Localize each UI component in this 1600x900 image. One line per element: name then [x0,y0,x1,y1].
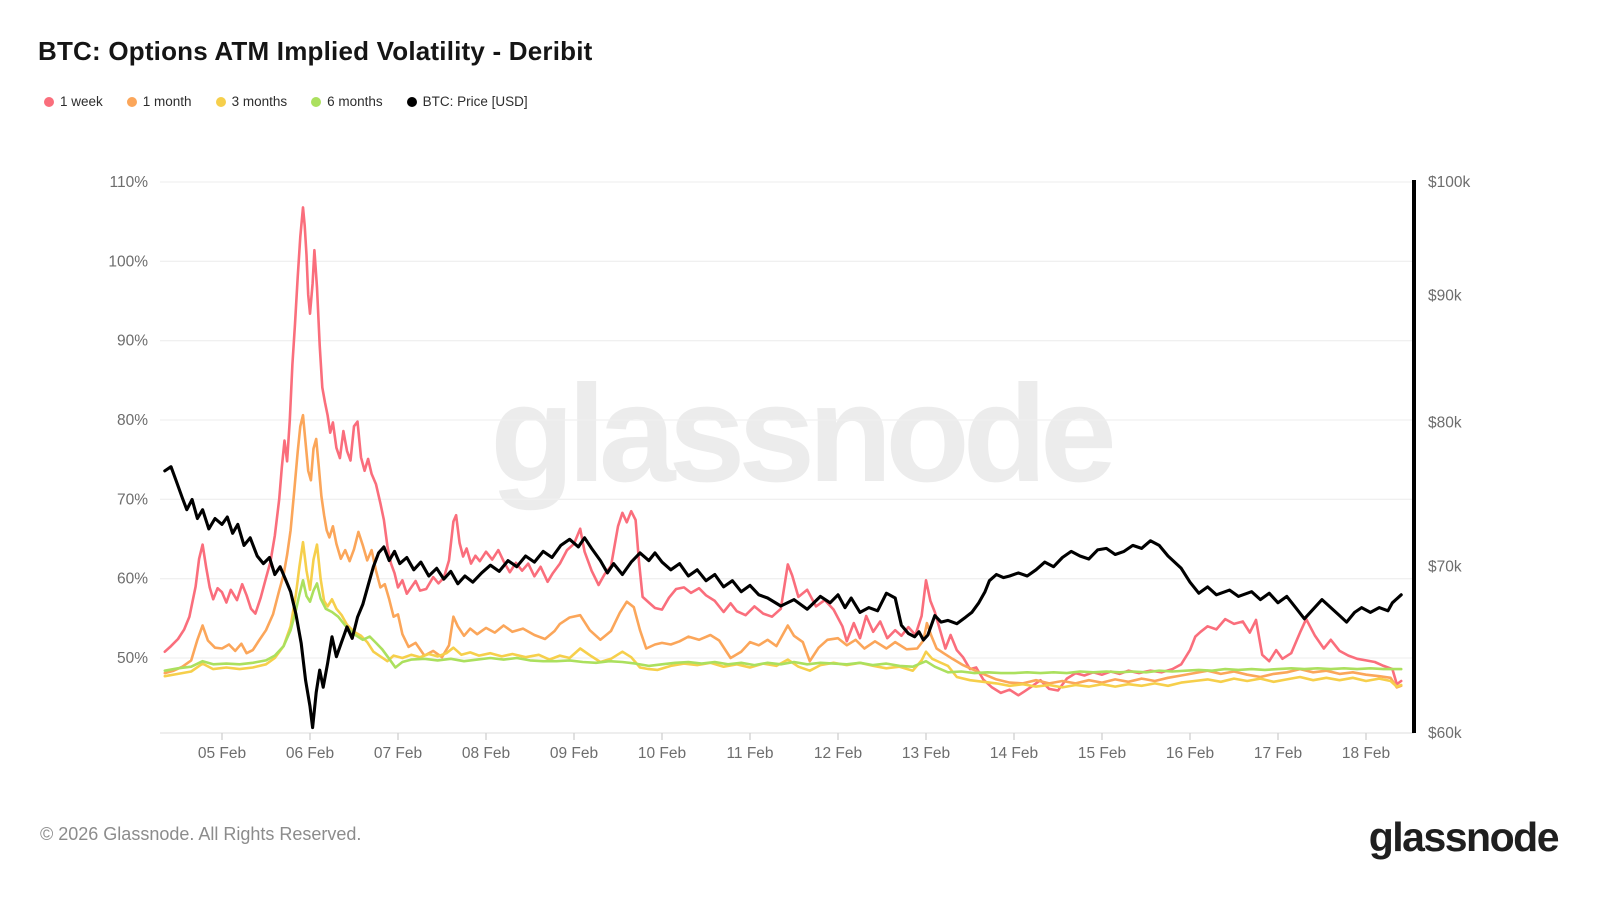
y-left-tick-label: 110% [110,174,149,191]
x-axis-tick-label: 18 Feb [1342,745,1390,762]
x-axis-tick-label: 12 Feb [814,745,862,762]
x-axis-tick-label: 16 Feb [1166,745,1214,762]
series-line-btc-price-usd-[interactable] [163,465,1403,730]
legend-item-3-months[interactable]: 3 months [215,94,288,109]
glassnode-logo: glassnode [1368,814,1560,860]
legend-dot-icon [311,96,322,107]
x-axis-tick-label: 11 Feb [726,745,773,762]
y-right-tick-label: $100k [1428,174,1470,191]
series-line-1-week[interactable] [163,206,1403,697]
y-left-tick-label: 80% [117,412,148,429]
series-line-3-months[interactable] [163,540,1403,689]
y-left-tick-label: 50% [117,650,148,667]
series-line-1-month[interactable] [163,413,1403,689]
legend-item-1-month[interactable]: 1 month [126,94,192,109]
x-axis-tick-label: 06 Feb [286,745,334,762]
legend-dot-icon [44,96,54,107]
copyright-text: © 2026 Glassnode. All Rights Reserved. [40,824,362,844]
y-right-tick-label: $80k [1428,415,1462,432]
x-axis-tick-label: 09 Feb [550,745,598,762]
x-axis-tick-label: 14 Feb [990,745,1038,762]
y-left-tick-label: 100% [108,253,148,270]
chart-title: BTC: Options ATM Implied Volatility - De… [38,36,593,66]
y-right-tick-label: $90k [1428,288,1462,305]
legend-item-btc-price-usd-[interactable]: BTC: Price [USD] [406,94,528,109]
x-axis-tick-label: 07 Feb [374,745,422,762]
x-axis-tick-label: 17 Feb [1254,745,1302,762]
y-left-tick-label: 70% [117,491,148,508]
y-left-tick-label: 90% [117,333,148,350]
legend-label: 6 months [327,94,383,109]
y-right-tick-label: $60k [1428,725,1462,742]
legend-item-6-months[interactable]: 6 months [311,94,383,109]
legend-label: 3 months [231,94,288,109]
y-right-tick-label: $70k [1428,559,1462,576]
x-axis-tick-label: 05 Feb [198,745,246,762]
legend-label: 1 month [142,94,192,109]
legend-dot-icon [406,96,417,107]
legend-item-1-week[interactable]: 1 week [44,94,103,109]
legend-label: BTC: Price [USD] [422,94,528,109]
series-line-6-months[interactable] [163,578,1403,675]
x-axis-tick-label: 10 Feb [638,745,686,762]
x-axis-tick-label: 13 Feb [902,745,950,762]
chart-legend: 1 week 1 month 3 months 6 months BTC: Price … [44,94,528,109]
x-axis-tick-label: 08 Feb [462,745,510,762]
legend-dot-icon [126,96,137,107]
x-axis-tick-label: 15 Feb [1078,745,1126,762]
y-left-tick-label: 60% [117,571,148,588]
legend-dot-icon [215,96,226,107]
legend-label: 1 week [60,94,103,109]
glassnode-watermark: glassnode [490,357,1117,511]
